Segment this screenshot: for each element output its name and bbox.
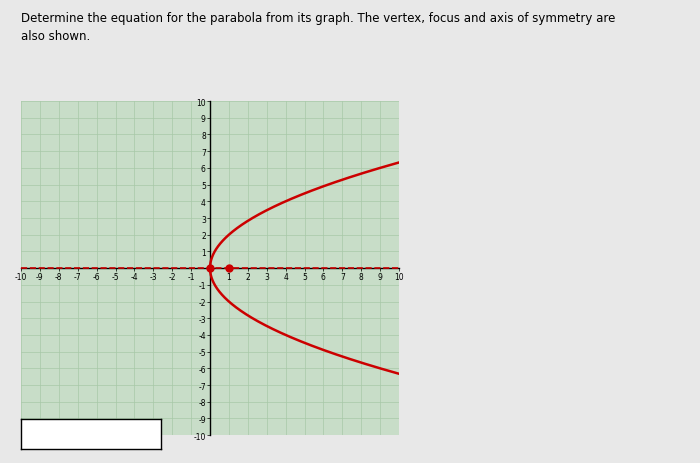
Text: Determine the equation for the parabola from its graph. The vertex, focus and ax: Determine the equation for the parabola …	[21, 12, 615, 25]
Text: also shown.: also shown.	[21, 30, 90, 43]
